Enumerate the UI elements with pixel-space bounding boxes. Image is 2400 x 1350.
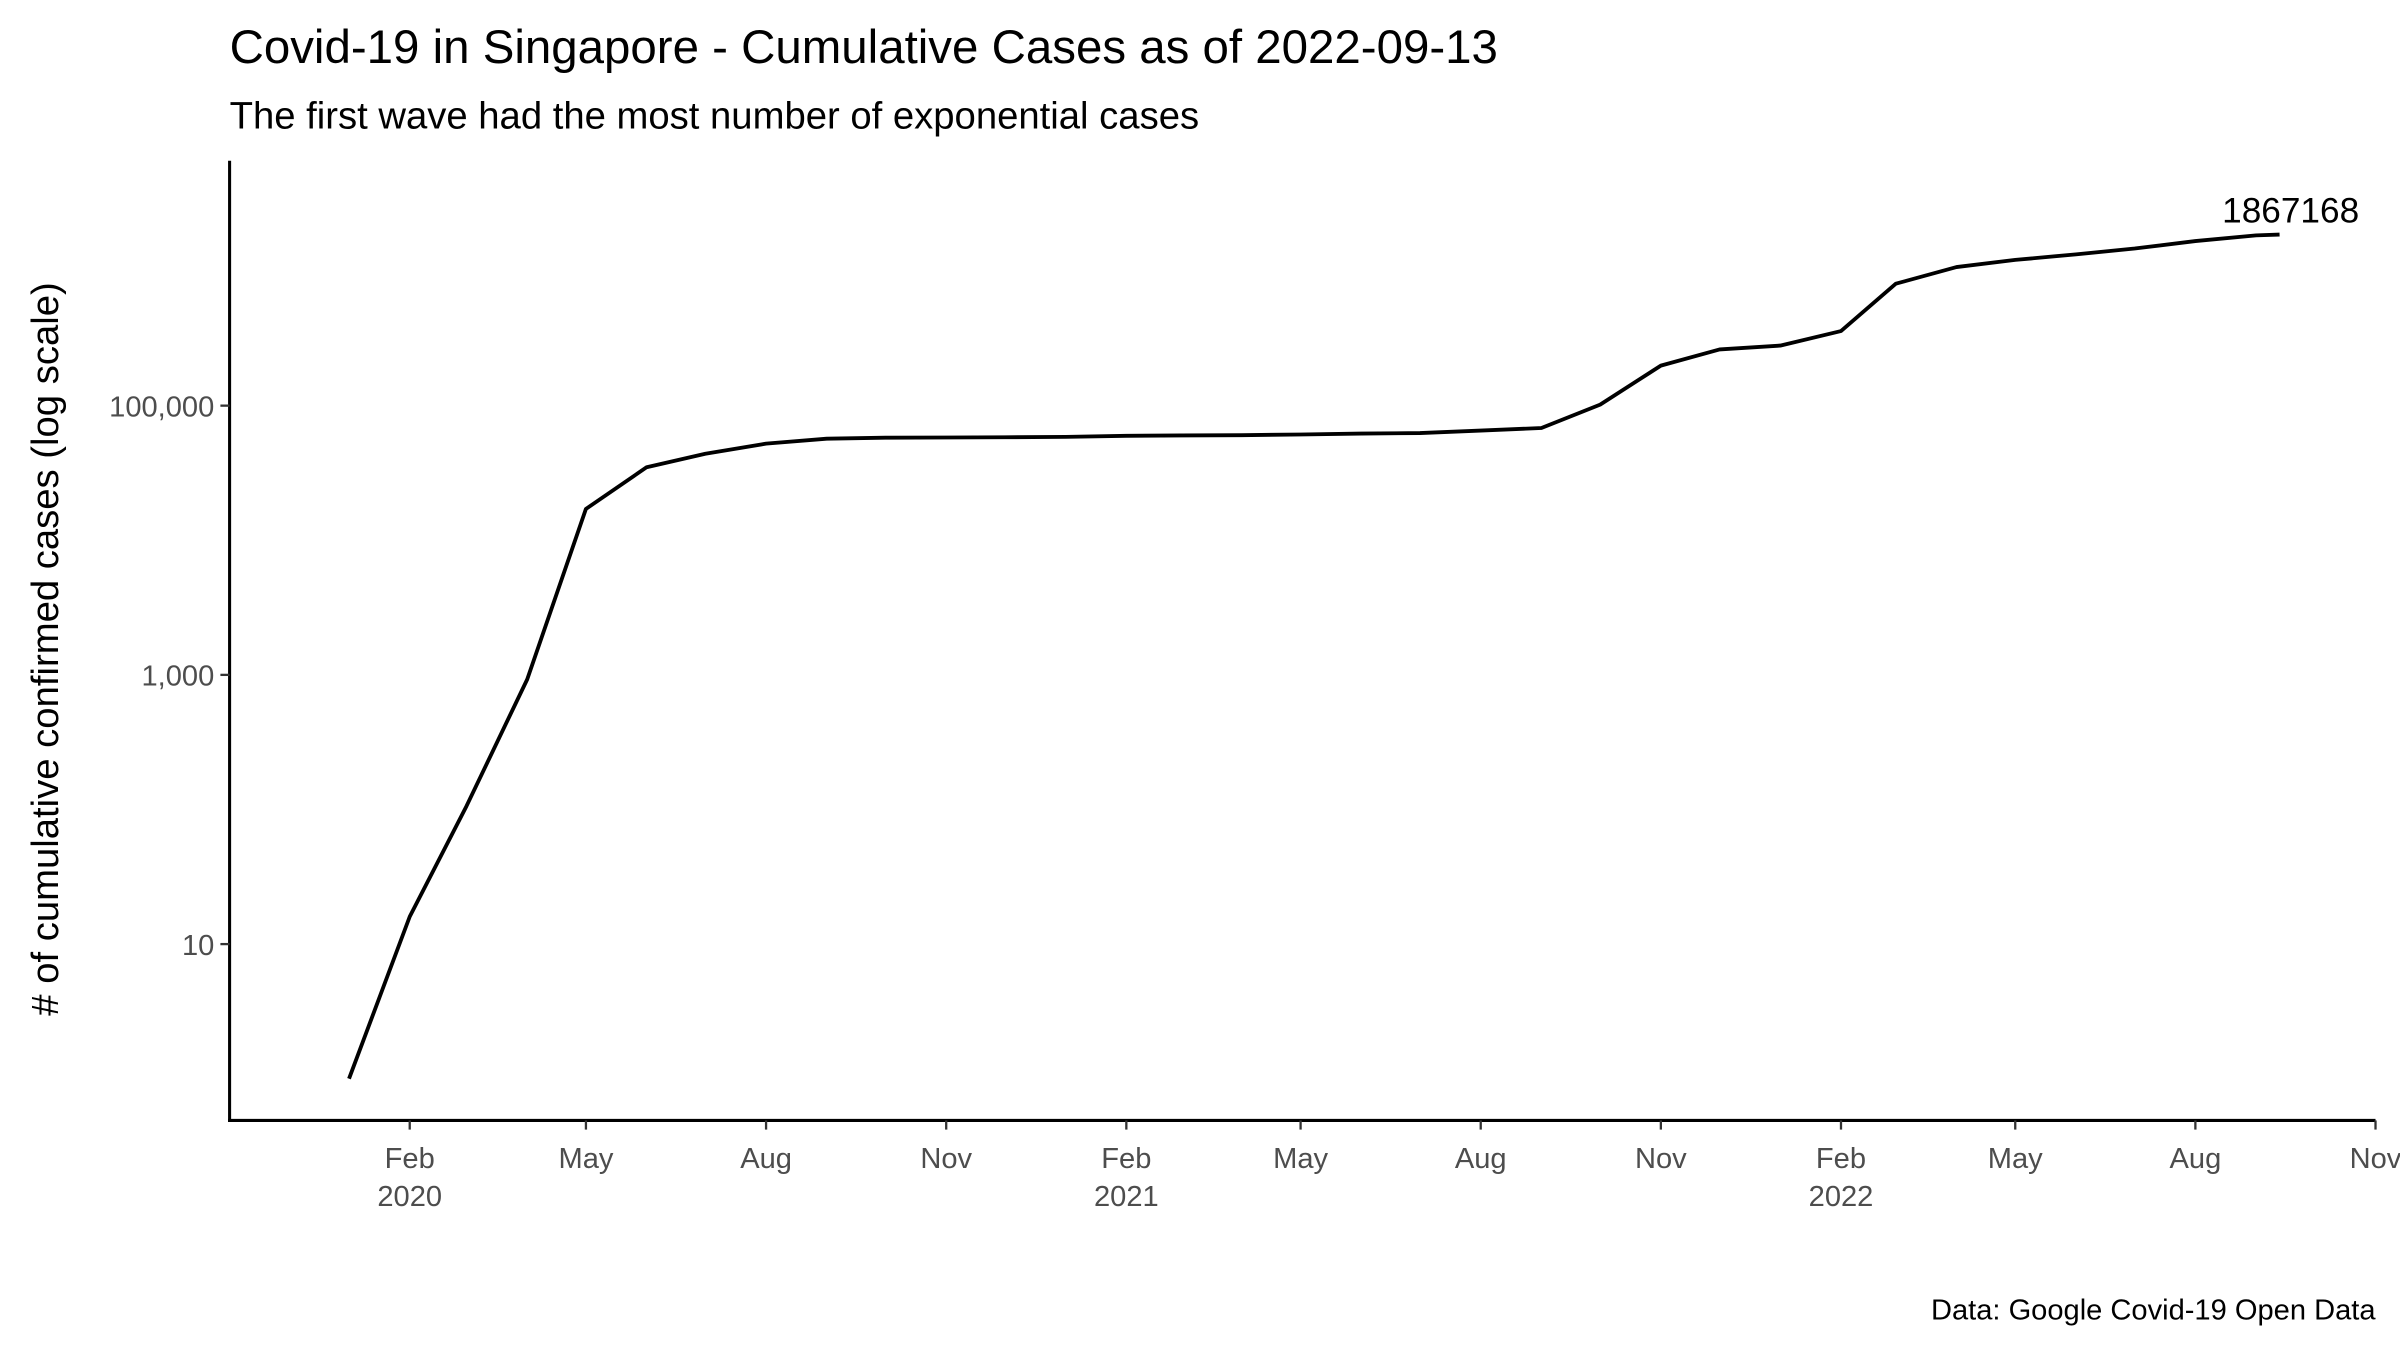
chart-title: Covid-19 in Singapore - Cumulative Cases…: [230, 21, 1498, 74]
x-tick-label: 2020: [377, 1181, 442, 1213]
x-tick-label: Nov: [1635, 1143, 1687, 1175]
y-axis-label: # of cumulative confirmed cases (log sca…: [24, 282, 67, 1015]
chart-subtitle: The first wave had the most number of ex…: [230, 95, 1200, 138]
x-tick-label: Nov: [920, 1143, 972, 1175]
y-tick-label: 1,000: [142, 661, 215, 693]
cases-line: [347, 232, 2280, 1080]
y-tick-label: 100,000: [109, 391, 214, 423]
x-tick-label: Aug: [2170, 1143, 2222, 1175]
y-tick-label: 10: [182, 930, 214, 962]
x-tick-label: Aug: [740, 1143, 792, 1175]
x-tick-label: Aug: [1455, 1143, 1507, 1175]
x-tick-label: May: [558, 1143, 613, 1175]
last-value-label: 1867168: [2222, 191, 2359, 230]
x-tick-label: 2021: [1094, 1181, 1159, 1213]
x-tick-label: 2022: [1809, 1181, 1874, 1213]
x-tick-label: Feb: [1101, 1143, 1151, 1175]
caption: Data: Google Covid-19 Open Data: [1931, 1294, 2376, 1326]
x-tick-label: Feb: [1816, 1143, 1866, 1175]
x-tick-label: May: [1988, 1143, 2043, 1175]
x-tick-label: Feb: [385, 1143, 435, 1175]
x-tick-label: May: [1273, 1143, 1328, 1175]
x-tick-label: Nov: [2350, 1143, 2400, 1175]
